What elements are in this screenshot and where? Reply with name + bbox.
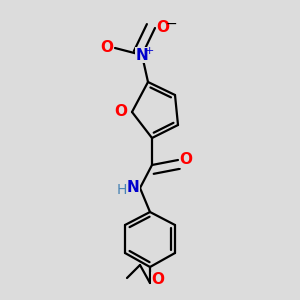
Text: O: O xyxy=(152,272,164,287)
Text: +: + xyxy=(144,46,154,56)
Text: O: O xyxy=(100,40,113,56)
Text: O: O xyxy=(114,104,127,119)
Text: −: − xyxy=(165,17,177,31)
Text: O: O xyxy=(157,20,169,35)
Text: N: N xyxy=(127,181,140,196)
Text: O: O xyxy=(179,152,193,167)
Text: H: H xyxy=(117,183,127,197)
Text: N: N xyxy=(136,47,148,62)
